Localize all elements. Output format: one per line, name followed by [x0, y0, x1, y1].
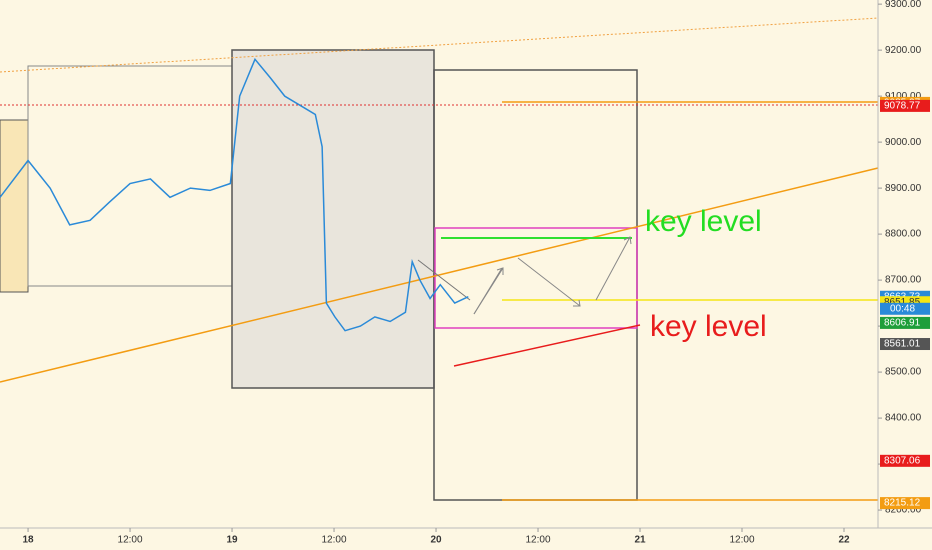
- y-tick-label: 9000.00: [885, 137, 922, 148]
- drawings: [0, 17, 879, 501]
- price-tag-label: 8606.91: [884, 318, 921, 329]
- price-tag-label: 8307.06: [884, 455, 921, 466]
- y-tick-label: 8400.00: [885, 413, 922, 424]
- y-tick-label: 8700.00: [885, 275, 922, 286]
- countdown: 00:48: [890, 303, 915, 314]
- range-box: [27, 65, 233, 287]
- price-tag-label: 8215.12: [884, 498, 921, 509]
- price-tag-label: 9078.77: [884, 101, 921, 112]
- x-tick-label: 19: [226, 535, 238, 546]
- range-box: [433, 69, 638, 501]
- price-tag: [880, 497, 930, 510]
- path-arrow: [417, 259, 471, 301]
- y-tick-label: 8800.00: [885, 229, 922, 240]
- price-tag: [880, 338, 930, 351]
- y-tick-label: 9100.00: [885, 91, 922, 102]
- y-tick-label: 9200.00: [885, 45, 922, 56]
- annotation: key level: [650, 310, 767, 343]
- range-box: [231, 49, 435, 389]
- y-tick-label: 8900.00: [885, 183, 922, 194]
- countdown-tag: [880, 302, 930, 315]
- y-tick-label: 8500.00: [885, 367, 922, 378]
- path-arrow: [473, 236, 632, 315]
- x-tick-label: 20: [430, 535, 442, 546]
- level-line: [453, 324, 641, 367]
- x-tick-label: 21: [634, 535, 646, 546]
- x-tick-label: 18: [22, 535, 34, 546]
- price-tag-label: 8651.85: [884, 297, 921, 308]
- y-tick-label: 8200.00: [885, 505, 922, 516]
- price-tag-label: 8561.01: [884, 339, 921, 350]
- x-tick-label: 12:00: [118, 535, 143, 546]
- x-tick-label: 12:00: [322, 535, 347, 546]
- trend-line: [0, 17, 879, 73]
- zone-box: [434, 227, 638, 329]
- range-box: [0, 119, 29, 293]
- annotation: key level: [645, 205, 762, 238]
- price-tag: [880, 316, 930, 329]
- price-tag: [880, 454, 930, 467]
- x-tick-label: 12:00: [729, 535, 754, 546]
- y-tick-label: 9300.00: [885, 0, 922, 10]
- trend-line: [0, 167, 879, 383]
- price-line: [0, 57, 469, 332]
- price-tag: [880, 99, 930, 112]
- x-tick-label: 12:00: [526, 535, 551, 546]
- x-tick-label: 22: [838, 535, 850, 546]
